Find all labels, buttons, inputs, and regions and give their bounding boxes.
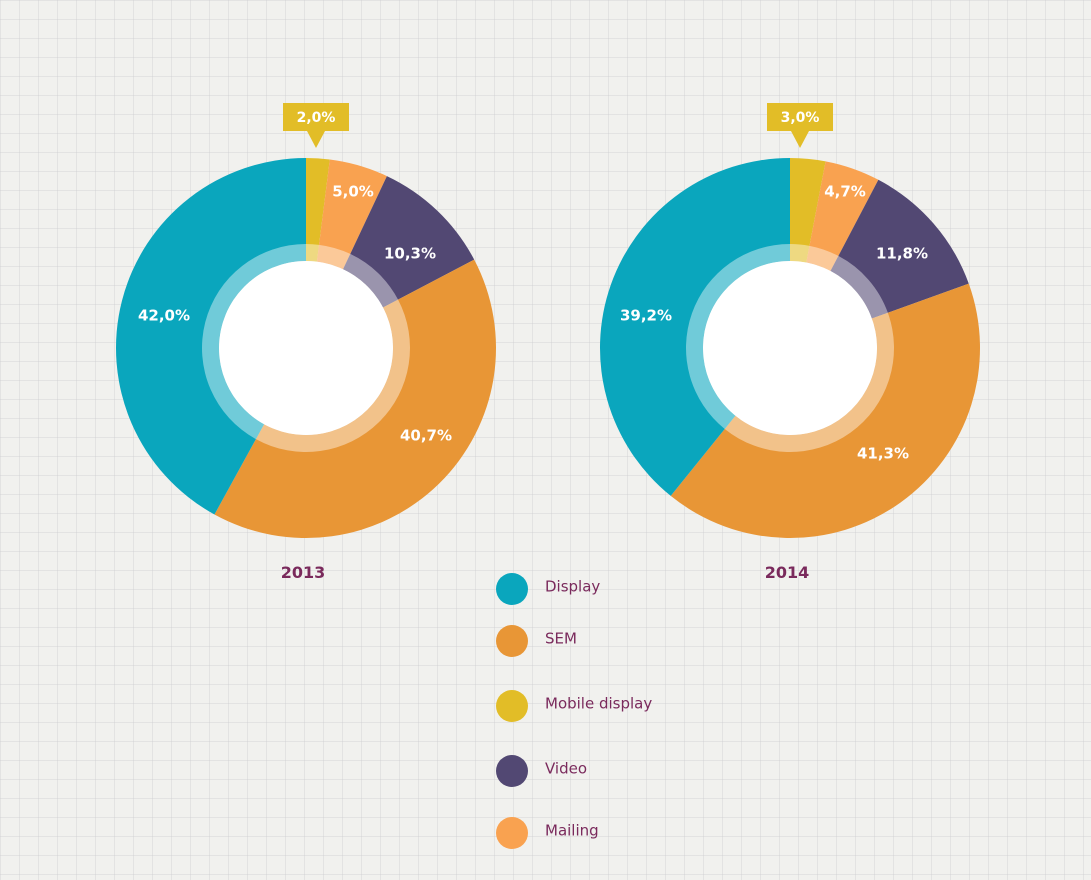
inner-band-sem-2014	[724, 312, 894, 452]
inner-band-video-2014	[830, 255, 888, 319]
legend-item-display: Display	[496, 573, 600, 605]
legend-swatch-video	[496, 755, 528, 787]
slice-label-mailing-2013: 5,0%	[332, 183, 374, 201]
inner-band-mailing-2014	[806, 245, 839, 271]
legend-item-sem: SEM	[496, 625, 577, 657]
legend-label-sem: SEM	[545, 630, 577, 648]
donut-hole	[219, 261, 393, 435]
inner-band-display-2013	[202, 244, 306, 440]
slice-sem-2014	[670, 283, 980, 538]
slice-label-display-2014: 39,2%	[620, 307, 672, 325]
callout-label: 3,0%	[781, 110, 820, 126]
legend-item-video: Video	[496, 755, 587, 787]
inner-band-sem-2013	[255, 299, 411, 453]
inner-band-mobile-display-2013	[306, 244, 320, 262]
slice-display-2014	[600, 158, 790, 496]
legend-swatch-display	[496, 573, 528, 605]
legend: Display SEM Mobile display Video Mailing	[496, 573, 652, 849]
slice-mailing-2014	[806, 161, 879, 271]
slice-label-video-2013: 10,3%	[384, 245, 436, 263]
legend-label-mobile-display: Mobile display	[545, 695, 652, 713]
slice-video-2014	[830, 179, 969, 319]
slice-label-display-2013: 42,0%	[138, 307, 190, 325]
slice-label-sem-2014: 41,3%	[857, 445, 909, 463]
legend-swatch-mailing	[496, 817, 528, 849]
slice-video-2013	[343, 176, 475, 308]
legend-label-video: Video	[545, 760, 587, 778]
callout-box	[283, 103, 349, 131]
legend-swatch-sem	[496, 625, 528, 657]
donut-chart-2013: 5,0% 10,3% 40,7% 42,0% 2,0%	[115, 103, 496, 538]
slice-sem-2013	[214, 259, 496, 538]
year-label-2014: 2014	[765, 563, 810, 582]
inner-band-video-2013	[343, 253, 399, 308]
donut-chart-2014: 4,7% 11,8% 41,3% 39,2% 3,0%	[600, 103, 980, 538]
legend-label-mailing: Mailing	[545, 822, 599, 840]
slice-display-2013	[115, 158, 307, 515]
legend-label-display: Display	[545, 578, 600, 596]
legend-item-mobile-display: Mobile display	[496, 690, 652, 722]
callout-label: 2,0%	[297, 110, 336, 126]
callout-pointer	[307, 131, 325, 148]
slice-mobile-display-2013	[306, 158, 330, 262]
slice-label-sem-2013: 40,7%	[400, 427, 452, 445]
inner-band-mobile-display-2014	[790, 244, 810, 263]
callout-pointer	[791, 131, 809, 148]
slice-mobile-display-2014	[790, 158, 826, 263]
donut-hole	[703, 261, 877, 435]
slice-mailing-2013	[316, 159, 387, 270]
callout-mobile-display-2014: 3,0%	[767, 103, 833, 148]
inner-band-display-2014	[686, 244, 790, 429]
legend-item-mailing: Mailing	[496, 817, 599, 849]
inner-band-mailing-2013	[316, 244, 351, 270]
year-label-2013: 2013	[281, 563, 326, 582]
slice-label-video-2014: 11,8%	[876, 245, 928, 263]
callout-mobile-display-2013: 2,0%	[283, 103, 349, 148]
callout-box	[767, 103, 833, 131]
slice-label-mailing-2014: 4,7%	[824, 183, 866, 201]
legend-swatch-mobile-display	[496, 690, 528, 722]
